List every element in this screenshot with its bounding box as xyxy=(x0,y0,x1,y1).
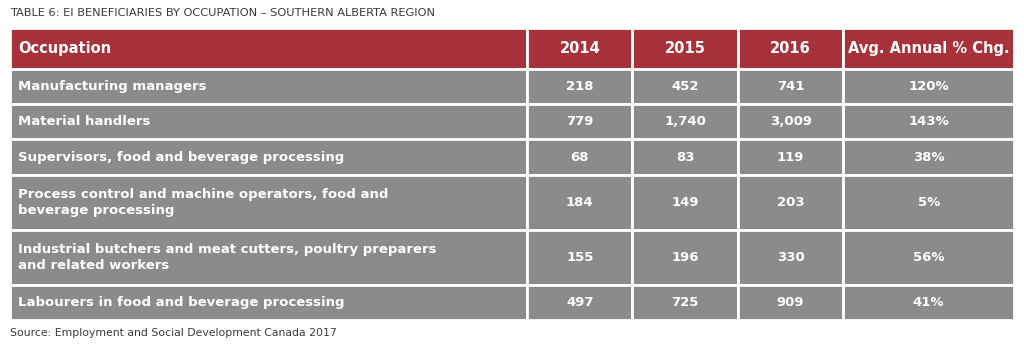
Text: 779: 779 xyxy=(566,115,594,128)
Bar xyxy=(10,175,527,230)
Bar xyxy=(633,230,738,284)
Bar xyxy=(738,139,844,175)
Text: 725: 725 xyxy=(672,296,698,309)
Text: Supervisors, food and beverage processing: Supervisors, food and beverage processin… xyxy=(18,151,344,164)
Text: 120%: 120% xyxy=(908,80,949,93)
Bar xyxy=(844,175,1014,230)
Bar xyxy=(527,284,633,320)
Bar xyxy=(527,230,633,284)
Bar xyxy=(738,69,844,104)
Bar xyxy=(633,69,738,104)
Bar xyxy=(10,284,527,320)
Bar xyxy=(738,104,844,139)
Text: 68: 68 xyxy=(570,151,589,164)
Bar xyxy=(10,139,527,175)
Bar xyxy=(10,230,527,284)
Bar xyxy=(738,175,844,230)
Text: 909: 909 xyxy=(777,296,805,309)
Bar xyxy=(10,28,527,69)
Bar xyxy=(844,69,1014,104)
Text: Avg. Annual % Chg.: Avg. Annual % Chg. xyxy=(848,41,1010,56)
Text: 155: 155 xyxy=(566,251,594,264)
Bar xyxy=(10,69,527,104)
Text: 5%: 5% xyxy=(918,196,940,209)
Text: 56%: 56% xyxy=(913,251,944,264)
Text: Material handlers: Material handlers xyxy=(18,115,151,128)
Text: 184: 184 xyxy=(566,196,594,209)
Text: 203: 203 xyxy=(777,196,805,209)
Text: 330: 330 xyxy=(777,251,805,264)
Text: 2016: 2016 xyxy=(770,41,811,56)
Text: 38%: 38% xyxy=(912,151,944,164)
Bar xyxy=(527,175,633,230)
Text: 2014: 2014 xyxy=(559,41,600,56)
Text: 452: 452 xyxy=(672,80,699,93)
Bar xyxy=(844,230,1014,284)
Bar xyxy=(844,104,1014,139)
Bar xyxy=(844,284,1014,320)
Bar xyxy=(527,104,633,139)
Text: Labourers in food and beverage processing: Labourers in food and beverage processin… xyxy=(18,296,344,309)
Bar xyxy=(527,139,633,175)
Bar xyxy=(844,28,1014,69)
Text: Process control and machine operators, food and
beverage processing: Process control and machine operators, f… xyxy=(18,188,388,217)
Text: Industrial butchers and meat cutters, poultry preparers
and related workers: Industrial butchers and meat cutters, po… xyxy=(18,243,436,272)
Text: 83: 83 xyxy=(676,151,694,164)
Bar xyxy=(633,28,738,69)
Bar xyxy=(527,28,633,69)
Text: Manufacturing managers: Manufacturing managers xyxy=(18,80,207,93)
Text: 196: 196 xyxy=(672,251,699,264)
Bar xyxy=(738,284,844,320)
Bar xyxy=(738,230,844,284)
Bar xyxy=(633,104,738,139)
Bar xyxy=(633,139,738,175)
Text: 2015: 2015 xyxy=(665,41,706,56)
Text: 149: 149 xyxy=(672,196,699,209)
Text: 143%: 143% xyxy=(908,115,949,128)
Text: 3,009: 3,009 xyxy=(770,115,812,128)
Text: 1,740: 1,740 xyxy=(665,115,707,128)
Bar xyxy=(633,175,738,230)
Bar xyxy=(738,28,844,69)
Bar xyxy=(10,104,527,139)
Text: 218: 218 xyxy=(566,80,594,93)
Text: 119: 119 xyxy=(777,151,804,164)
Bar xyxy=(633,284,738,320)
Text: TABLE 6: EI BENEFICIARIES BY OCCUPATION – SOUTHERN ALBERTA REGION: TABLE 6: EI BENEFICIARIES BY OCCUPATION … xyxy=(10,8,435,18)
Text: 497: 497 xyxy=(566,296,594,309)
Bar xyxy=(844,139,1014,175)
Text: Source: Employment and Social Development Canada 2017: Source: Employment and Social Developmen… xyxy=(10,328,337,338)
Text: 41%: 41% xyxy=(913,296,944,309)
Bar xyxy=(527,69,633,104)
Text: Occupation: Occupation xyxy=(18,41,112,56)
Text: 741: 741 xyxy=(777,80,805,93)
